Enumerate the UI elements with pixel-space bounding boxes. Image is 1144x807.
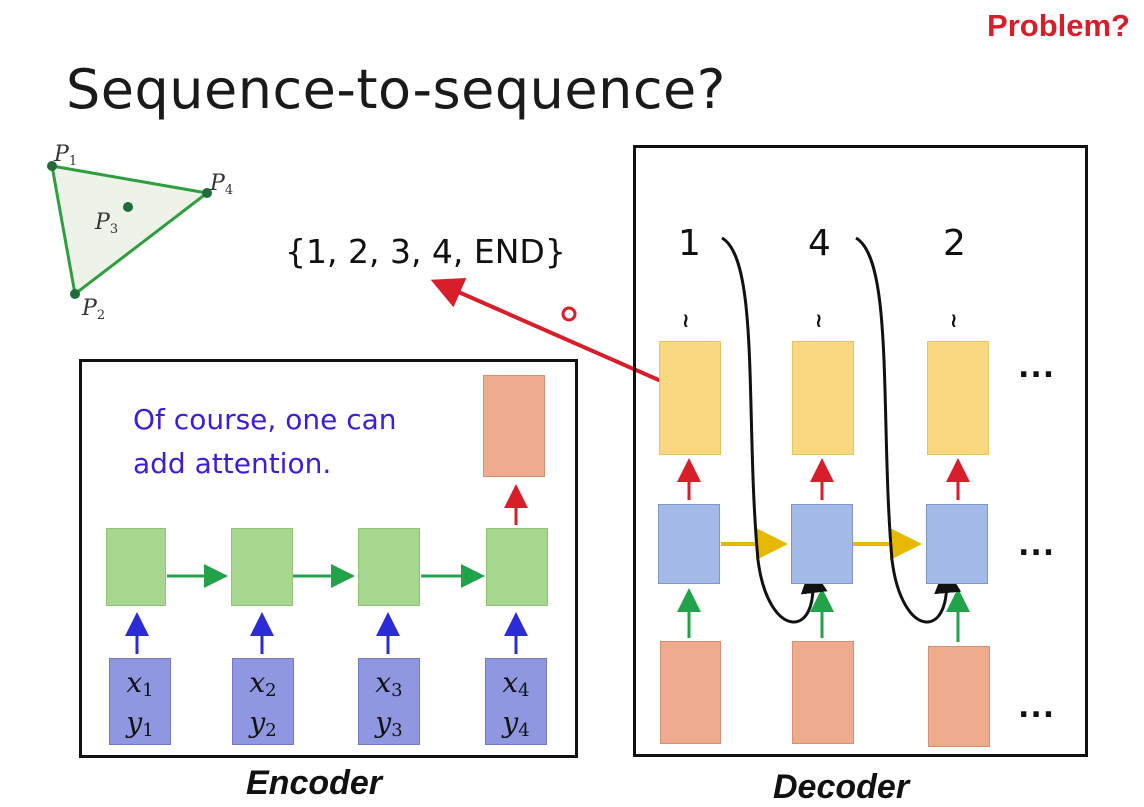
encoder-hidden-3 — [358, 528, 420, 606]
point-label-p3: P3 — [95, 210, 119, 237]
attention-note-line2: add attention. — [133, 447, 332, 480]
point-p3-dot — [123, 202, 133, 212]
point-label-p2: P2 — [82, 296, 106, 323]
hull-triangle — [50, 164, 211, 297]
problem-label: Problem? — [987, 8, 1130, 43]
point-p1-dot — [47, 161, 57, 171]
decoder-hidden-3 — [926, 504, 988, 584]
decoder-output-box-2 — [792, 341, 854, 455]
decoder-frame — [633, 145, 1088, 757]
decoder-hidden-2 — [791, 504, 853, 584]
encoder-hidden-4 — [486, 528, 548, 606]
encoder-hidden-1 — [106, 528, 166, 606]
decoder-label: Decoder — [773, 768, 910, 806]
encoder-input-4: x4 y4 — [485, 658, 547, 745]
encoder-label: Encoder — [246, 764, 383, 802]
decoder-output-box-1 — [659, 341, 721, 455]
encoder-hidden-2 — [231, 528, 293, 606]
decoder-input-box-1 — [660, 641, 721, 744]
decoder-hidden-1 — [658, 504, 720, 584]
red-pointer-arrow — [430, 278, 687, 394]
point-p4-dot — [202, 188, 212, 198]
decoder-input-box-2 — [792, 641, 854, 744]
ellipsis-output: ... — [1018, 350, 1056, 385]
sample-mark-3: ≀ — [950, 308, 958, 332]
decoder-output-box-3 — [927, 341, 989, 455]
encoder-input-1: x1 y1 — [109, 658, 171, 745]
attention-note-line1: Of course, one can — [133, 403, 397, 436]
cursor-dot — [561, 306, 577, 322]
decoder-input-box-3 — [928, 646, 990, 747]
ellipsis-hidden: ... — [1018, 528, 1056, 563]
encoder-input-3: x3 y3 — [358, 658, 420, 745]
point-label-p1: P1 — [54, 142, 78, 169]
encoder-frame — [79, 359, 578, 758]
decoder-output-2: 4 — [808, 223, 831, 264]
decoder-output-3: 2 — [943, 223, 966, 264]
sample-mark-2: ≀ — [815, 308, 823, 332]
point-label-p4: P4 — [210, 171, 234, 198]
encoder-input-2: x2 y2 — [232, 658, 294, 745]
output-sequence-set: {1, 2, 3, 4, END} — [285, 232, 566, 271]
ellipsis-input: ... — [1018, 690, 1056, 725]
slide-title: Sequence-to-sequence? — [66, 58, 726, 121]
decoder-output-1: 1 — [678, 223, 701, 264]
feedback-curve-2 — [855, 236, 962, 624]
attention-note: Of course, one can add attention. — [133, 398, 463, 486]
point-p2-dot — [70, 289, 80, 299]
sample-mark-1: ≀ — [682, 308, 690, 332]
encoder-output-box — [483, 375, 545, 477]
feedback-curve-1 — [721, 236, 828, 624]
